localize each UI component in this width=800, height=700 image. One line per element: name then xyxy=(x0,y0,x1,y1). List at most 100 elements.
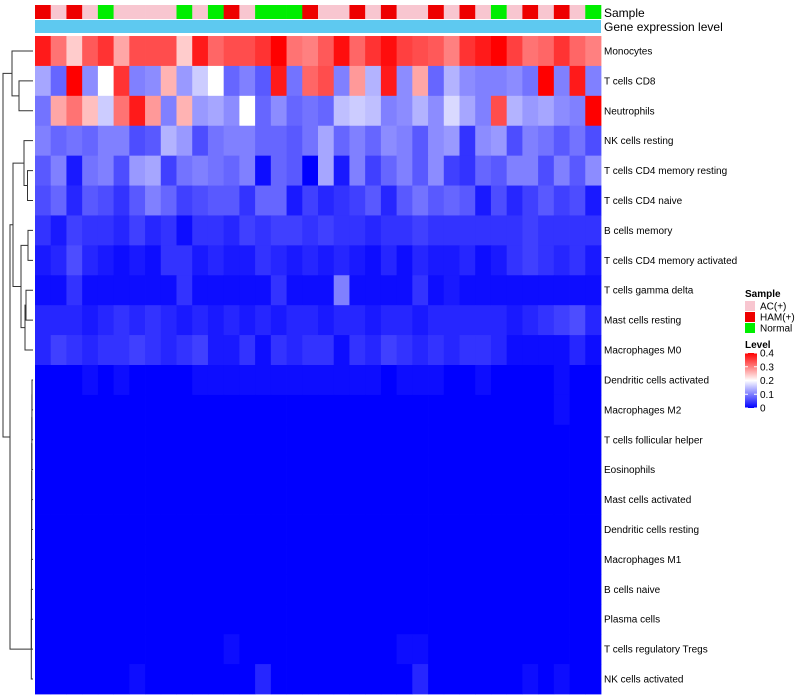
heatmap-cell xyxy=(490,664,508,695)
sample-annotation-cell xyxy=(255,5,272,19)
heatmap-cell xyxy=(176,95,193,127)
heatmap-cell xyxy=(113,125,130,157)
heatmap-cell xyxy=(553,125,570,157)
heatmap-cell xyxy=(522,574,539,605)
heatmap-cell xyxy=(270,454,287,486)
heatmap-cell xyxy=(35,664,52,695)
heatmap-cell xyxy=(428,634,445,665)
heatmap-cell xyxy=(50,125,67,157)
heatmap-cell xyxy=(333,65,350,97)
heatmap-cell xyxy=(66,634,83,665)
heatmap-cell xyxy=(129,305,146,336)
row-dendrogram xyxy=(2,50,33,680)
heatmap-cell xyxy=(459,424,476,456)
heatmap-cell xyxy=(270,544,287,575)
heatmap-cell xyxy=(223,544,240,575)
heatmap-cell xyxy=(443,544,460,575)
heatmap-cell xyxy=(475,664,492,695)
heatmap-cell xyxy=(475,424,492,456)
heatmap-cell xyxy=(302,275,319,306)
heatmap-cell xyxy=(239,245,256,276)
heatmap-cell xyxy=(396,484,413,515)
sample-annotation-cell xyxy=(428,5,445,19)
heatmap-cell xyxy=(538,215,555,246)
heatmap-cell xyxy=(553,574,570,605)
heatmap-cell xyxy=(365,634,382,665)
heatmap-cell xyxy=(270,574,287,605)
heatmap-cell xyxy=(160,424,177,456)
heatmap-cell xyxy=(569,275,586,306)
heatmap-cell xyxy=(522,604,539,635)
heatmap-cell xyxy=(318,454,335,486)
heatmap-cell xyxy=(66,155,83,186)
heatmap-cell xyxy=(145,65,162,97)
heatmap-cell xyxy=(270,394,287,426)
heatmap-cell xyxy=(443,664,460,695)
heatmap-cell xyxy=(270,604,287,635)
heatmap-cell xyxy=(207,604,225,635)
heatmap-cell xyxy=(475,275,492,306)
heatmap-cell xyxy=(459,454,476,486)
heatmap-cell xyxy=(286,544,303,575)
heatmap-cell xyxy=(349,185,366,216)
heatmap-cell xyxy=(333,664,350,695)
heatmap-cell xyxy=(50,484,67,515)
heatmap-cell xyxy=(380,484,398,515)
heatmap-cell xyxy=(97,634,115,665)
heatmap-cell xyxy=(255,275,272,306)
heatmap-cell xyxy=(97,245,115,276)
heatmap-cell xyxy=(412,65,429,97)
heatmap-cell xyxy=(160,604,177,635)
heatmap-cell xyxy=(35,305,52,336)
dendrogram-branch xyxy=(2,72,12,438)
heatmap-cell xyxy=(302,215,319,246)
heatmap-cell xyxy=(522,394,539,426)
heatmap-cell xyxy=(412,454,429,486)
heatmap-cell xyxy=(192,484,209,515)
heatmap-cell xyxy=(207,65,225,97)
heatmap-cell xyxy=(412,634,429,665)
heatmap-cell xyxy=(129,604,146,635)
heatmap-cell xyxy=(286,365,303,396)
legend-sample-label: HAM(+) xyxy=(760,313,795,324)
heatmap-cell xyxy=(35,604,52,635)
heatmap-cell xyxy=(318,155,335,186)
heatmap-cell xyxy=(333,365,350,396)
heatmap-cell xyxy=(160,245,177,276)
heatmap-cell xyxy=(349,335,366,366)
heatmap-cell xyxy=(50,454,67,486)
heatmap-cell xyxy=(255,544,272,575)
heatmap-cell xyxy=(35,394,52,426)
heatmap-cell xyxy=(66,36,83,67)
heatmap-cell xyxy=(490,305,508,336)
heatmap-cell xyxy=(412,36,429,67)
sample-annotation-cell xyxy=(412,5,429,19)
heatmap-cell xyxy=(553,604,570,635)
heatmap-cell xyxy=(506,424,523,456)
heatmap-cell xyxy=(349,365,366,396)
heatmap-cell xyxy=(443,275,460,306)
heatmap-cell xyxy=(160,664,177,695)
legend-sample-label: Normal xyxy=(760,324,792,335)
heatmap-cell xyxy=(239,125,256,157)
heatmap-cell xyxy=(223,305,240,336)
heatmap-cell xyxy=(129,514,146,545)
sample-annotation-cell xyxy=(97,5,114,19)
gene-expression-annotation-bar xyxy=(35,20,601,33)
heatmap-cell xyxy=(506,664,523,695)
heatmap-cell xyxy=(380,36,398,67)
heatmap-cell xyxy=(302,185,319,216)
heatmap-cell xyxy=(223,634,240,665)
heatmap-cell xyxy=(396,335,413,366)
heatmap-cell xyxy=(459,335,476,366)
heatmap-cell xyxy=(207,664,225,695)
heatmap-cell xyxy=(145,394,162,426)
heatmap-cell xyxy=(428,394,445,426)
heatmap-cell xyxy=(50,155,67,186)
heatmap-cell xyxy=(396,664,413,695)
heatmap-cell xyxy=(333,604,350,635)
heatmap-cell xyxy=(459,574,476,605)
heatmap-cell xyxy=(66,335,83,366)
heatmap-cell xyxy=(223,664,240,695)
heatmap-cell xyxy=(569,574,586,605)
